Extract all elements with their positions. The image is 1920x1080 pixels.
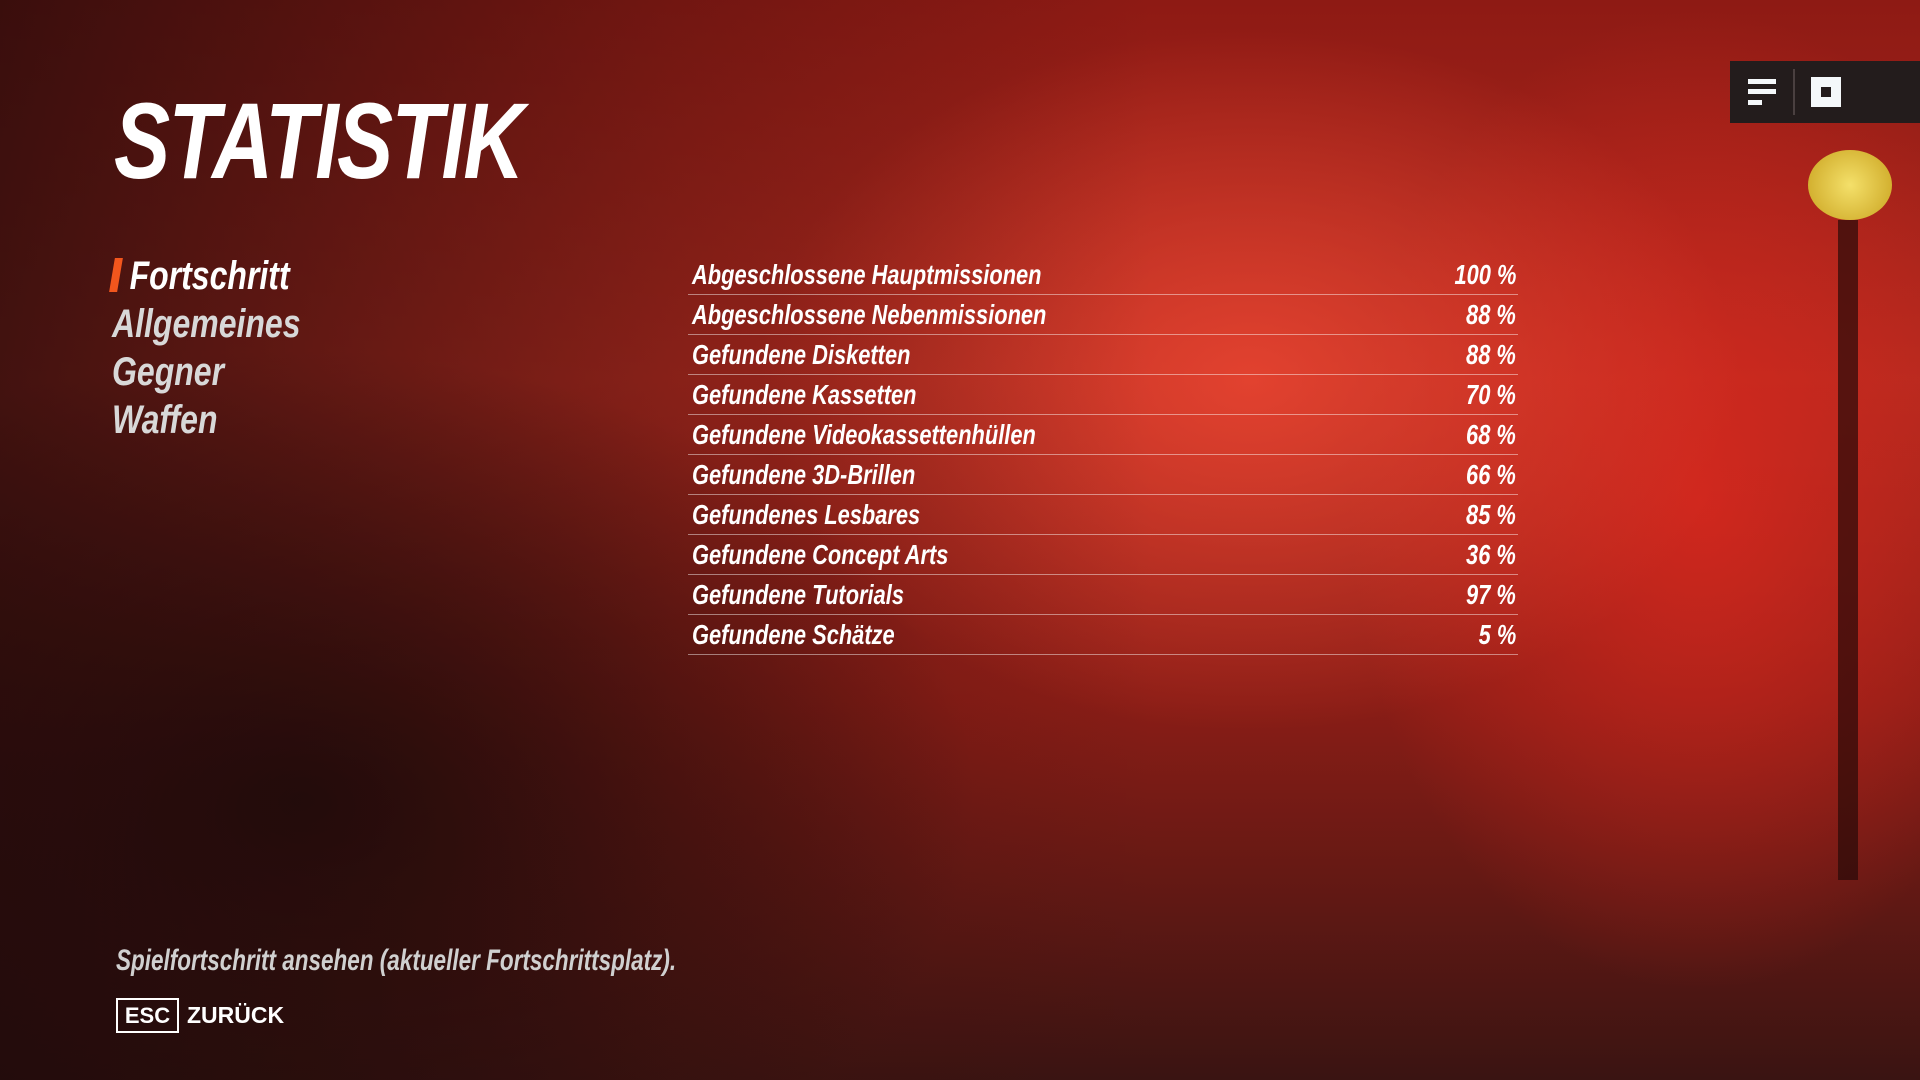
stat-value: 36 %	[1466, 539, 1516, 570]
stat-row: Abgeschlossene Hauptmissionen 100 %	[688, 255, 1518, 295]
stat-label: Gefundene Concept Arts	[692, 539, 949, 570]
stat-value: 97 %	[1466, 579, 1516, 610]
stat-value: 88 %	[1466, 299, 1516, 330]
stats-list: Abgeschlossene Hauptmissionen 100 % Abges…	[688, 255, 1518, 655]
description-hint: Spielfortschritt ansehen (aktueller Fort…	[116, 944, 677, 977]
menu-item-label: Fortschritt	[129, 254, 290, 298]
stat-label: Gefundene Disketten	[692, 339, 911, 370]
menu-item-fortschritt[interactable]: Fortschritt	[109, 252, 301, 300]
active-marker	[109, 258, 123, 293]
stat-row: Gefundene Kassetten 70 %	[688, 375, 1518, 415]
page-title: STATISTIK	[114, 80, 524, 201]
stat-row: Abgeschlossene Nebenmissionen 88 %	[688, 295, 1518, 335]
stat-value: 100 %	[1454, 259, 1516, 290]
esc-key-badge[interactable]: ESC	[116, 998, 179, 1033]
stat-label: Abgeschlossene Hauptmissionen	[692, 259, 1042, 290]
stat-label: Gefundene Kassetten	[692, 379, 917, 410]
menu-lines-icon[interactable]	[1747, 77, 1777, 107]
stat-row: Gefundene Schätze 5 %	[688, 615, 1518, 655]
menu-item-allgemeines[interactable]: Allgemeines	[112, 302, 301, 346]
stat-value: 70 %	[1466, 379, 1516, 410]
menu-item-waffen[interactable]: Waffen	[112, 398, 218, 442]
stat-value: 66 %	[1466, 459, 1516, 490]
stat-row: Gefundenes Lesbares 85 %	[688, 495, 1518, 535]
category-menu: Fortschritt Allgemeines Gegner Waffen	[109, 252, 348, 444]
stat-row: Gefundene Tutorials 97 %	[688, 575, 1518, 615]
lamp-pole	[1838, 220, 1858, 880]
stat-label: Gefundene Tutorials	[692, 579, 904, 610]
stat-label: Gefundene Videokassettenhüllen	[692, 419, 1036, 450]
back-button[interactable]: ZURÜCK	[187, 1002, 285, 1028]
stat-row: Gefundene 3D-Brillen 66 %	[688, 455, 1518, 495]
stat-row: Gefundene Disketten 88 %	[688, 335, 1518, 375]
stat-value: 68 %	[1466, 419, 1516, 450]
street-lamp	[1808, 150, 1892, 220]
stat-value: 85 %	[1466, 499, 1516, 530]
stop-square-icon[interactable]	[1811, 77, 1841, 107]
menu-item-gegner[interactable]: Gegner	[112, 350, 225, 394]
top-right-panel	[1730, 61, 1920, 123]
stat-label: Abgeschlossene Nebenmissionen	[692, 299, 1047, 330]
stat-label: Gefundene 3D-Brillen	[692, 459, 916, 490]
stat-label: Gefundenes Lesbares	[692, 499, 921, 530]
stat-row: Gefundene Videokassettenhüllen 68 %	[688, 415, 1518, 455]
stat-value: 88 %	[1466, 339, 1516, 370]
stat-row: Gefundene Concept Arts 36 %	[688, 535, 1518, 575]
panel-divider	[1793, 69, 1795, 115]
stat-label: Gefundene Schätze	[692, 619, 895, 650]
stat-value: 5 %	[1478, 619, 1516, 650]
